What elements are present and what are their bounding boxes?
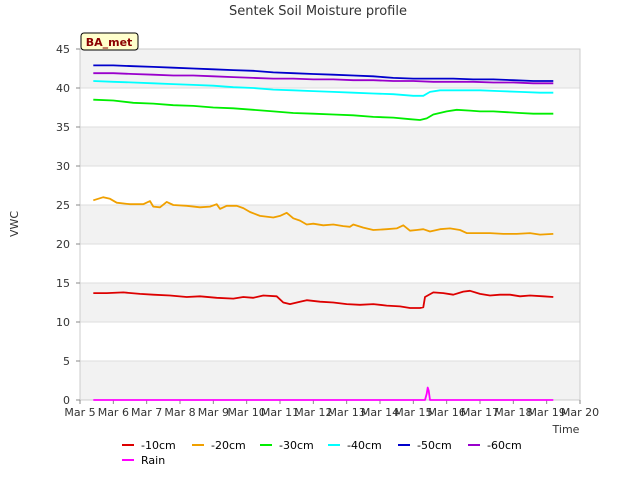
y-tick-label: 35	[56, 121, 70, 134]
x-tick-label: Mar 5	[64, 406, 95, 419]
x-tick-label: Mar 11	[261, 406, 299, 419]
legend-label: -10cm	[141, 439, 176, 452]
x-tick-label: Mar 8	[164, 406, 195, 419]
legend-label: -30cm	[279, 439, 314, 452]
x-tick-label: Mar 18	[494, 406, 532, 419]
legend-label: -20cm	[211, 439, 246, 452]
x-tick-label: Mar 15	[394, 406, 432, 419]
legend-label: -60cm	[487, 439, 522, 452]
y-tick-label: 5	[63, 355, 70, 368]
chart-title: Sentek Soil Moisture profile	[229, 4, 407, 19]
x-tick-label: Mar 20	[561, 406, 599, 419]
x-tick-label: Mar 14	[361, 406, 399, 419]
y-tick-label: 40	[56, 82, 70, 95]
x-tick-label: Mar 6	[98, 406, 129, 419]
y-tick-label: 45	[56, 43, 70, 56]
site-badge-label: BA_met	[86, 36, 133, 49]
series-line-50cm	[93, 64, 554, 82]
x-tick-label: Mar 17	[461, 406, 499, 419]
legend-label: -50cm	[417, 439, 452, 452]
x-tick-label: Mar 13	[328, 406, 366, 419]
x-tick-label: Mar 12	[294, 406, 332, 419]
series-line-10cm	[93, 289, 554, 309]
series-line-40cm	[93, 80, 554, 97]
y-tick-label: 0	[63, 394, 70, 407]
y-tick-label: 20	[56, 238, 70, 251]
grid-band	[80, 361, 580, 400]
y-tick-label: 25	[56, 199, 70, 212]
series-line-30cm	[93, 98, 554, 121]
series-line-20cm	[93, 196, 554, 236]
y-tick-label: 15	[56, 277, 70, 290]
site-badge: BA_met	[80, 32, 139, 51]
site-badge-box	[80, 32, 139, 51]
x-tick-label: Mar 16	[428, 406, 466, 419]
x-tick-label: Mar 9	[198, 406, 229, 419]
y-tick-label: 30	[56, 160, 70, 173]
series-line-60cm	[93, 72, 554, 85]
series-lines	[93, 64, 554, 401]
legend-label: Rain	[141, 454, 165, 467]
legend-label: -40cm	[347, 439, 382, 452]
series-linerain	[93, 386, 554, 401]
x-tick-label: Mar 10	[228, 406, 266, 419]
grid-band	[80, 127, 580, 166]
legend: -10cm -20cm -30cm -40cm -50cm -60cm Rain	[122, 439, 522, 467]
x-tick-label: Mar 7	[131, 406, 162, 419]
y-axis-ticks: 0 5 10 15 20 25 30 35 40 45	[56, 43, 80, 407]
y-axis-title: VWC	[8, 211, 21, 237]
x-tick-label: Mar 19	[528, 406, 566, 419]
grid-band	[80, 49, 580, 88]
y-tick-label: 10	[56, 316, 70, 329]
x-axis-title: Time	[552, 423, 580, 436]
